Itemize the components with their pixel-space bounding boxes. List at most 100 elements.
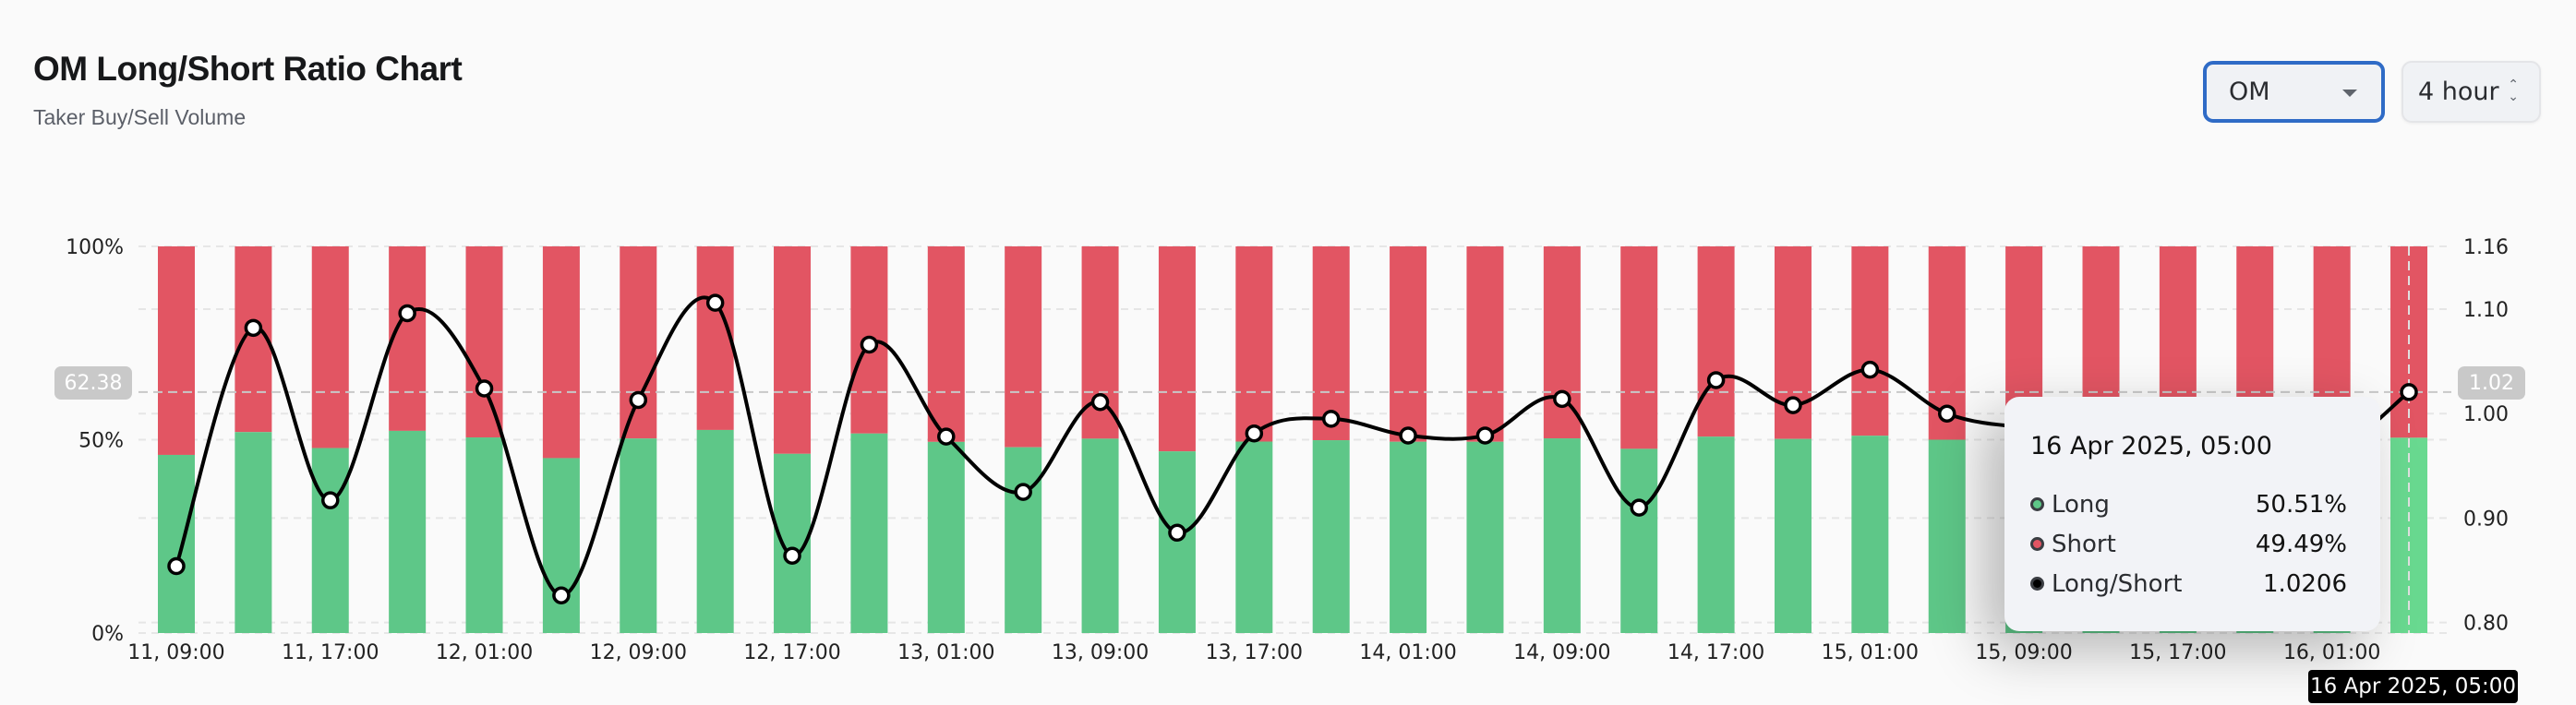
long-bar (1620, 448, 1658, 633)
chart-tooltip: 16 Apr 2025, 05:00 Long 50.51% Short 49.… (2004, 397, 2380, 631)
x-axis-tick-label: 13, 09:00 (1052, 641, 1149, 664)
x-axis-tick-label: 14, 09:00 (1513, 641, 1610, 664)
ratio-point (1475, 426, 1495, 445)
updown-chevron-icon: ⌃ ⌄ (2508, 78, 2519, 104)
ratio-point (552, 586, 571, 604)
ratio-point (783, 546, 801, 565)
ratio-point (1090, 392, 1110, 412)
short-bar (1466, 246, 1504, 442)
short-bar (542, 246, 580, 459)
crosshair-right-label: 1.02 (2458, 366, 2525, 400)
ratio-dot-icon (2030, 577, 2044, 591)
short-bar (1005, 246, 1042, 448)
ratio-point (629, 390, 648, 410)
symbol-select[interactable]: OM (2203, 61, 2385, 123)
ratio-point (244, 318, 263, 338)
ratio-point (1706, 371, 1726, 389)
tooltip-date: 16 Apr 2025, 05:00 (2030, 432, 2272, 460)
ratio-point (1014, 483, 1032, 501)
ratio-point (860, 335, 879, 354)
long-bar (465, 437, 503, 633)
x-axis-tick-label: 14, 01:00 (1359, 641, 1456, 664)
tooltip-label: Short (2052, 530, 2116, 558)
short-bar (620, 246, 657, 439)
short-bar (1312, 246, 1350, 441)
ratio-point (321, 491, 340, 509)
tooltip-label: Long (2052, 490, 2110, 519)
left-axis-tick-label: 0% (91, 623, 124, 646)
x-axis-tick-label: 12, 17:00 (743, 641, 840, 664)
ratio-point (167, 556, 186, 576)
ratio-point (475, 379, 494, 398)
crosshair-x-label: 16 Apr 2025, 05:00 (2308, 670, 2518, 703)
long-bar (620, 438, 657, 633)
right-axis-tick-label: 0.80 (2463, 613, 2509, 636)
long-bar (1390, 441, 1427, 633)
page-subtitle: Taker Buy/Sell Volume (33, 105, 247, 129)
tooltip-value: 50.51% (2255, 490, 2347, 519)
right-axis-tick-label: 0.90 (2463, 508, 2509, 531)
ratio-point (1168, 523, 1186, 543)
x-axis-tick-label: 11, 17:00 (282, 641, 379, 664)
long-bar (927, 441, 965, 633)
long-bar (1466, 441, 1504, 633)
ratio-point (1553, 389, 1571, 409)
tooltip-row-short: Short 49.49% (2030, 524, 2347, 564)
long-dot-icon (2030, 497, 2044, 511)
short-bar (696, 246, 734, 430)
x-axis-tick-label: 13, 01:00 (897, 641, 994, 664)
right-axis-tick-label: 1.00 (2463, 403, 2509, 426)
ratio-point (705, 293, 725, 312)
ratio-point (1321, 410, 1341, 428)
short-dot-icon (2030, 537, 2044, 551)
interval-select-value: 4 hour (2418, 78, 2499, 106)
right-axis-tick-label: 1.16 (2463, 236, 2509, 259)
long-bar (235, 432, 272, 633)
long-bar (311, 448, 349, 633)
interval-select[interactable]: 4 hour ⌃ ⌄ (2401, 61, 2541, 123)
ratio-point (1399, 426, 1417, 445)
crosshair-left-label: 62.38 (54, 366, 132, 400)
short-bar (158, 246, 195, 455)
caret-down-icon (2342, 90, 2357, 97)
long-bar (1774, 438, 1812, 633)
ratio-point (2400, 383, 2418, 401)
page-title: OM Long/Short Ratio Chart (33, 50, 463, 88)
ratio-point (937, 427, 956, 446)
short-bar (465, 246, 503, 438)
tooltip-value: 1.0206 (2263, 569, 2347, 598)
x-axis-tick-label: 15, 09:00 (1975, 641, 2072, 664)
ratio-point (1937, 404, 1956, 423)
x-axis-tick-label: 15, 17:00 (2129, 641, 2226, 664)
short-bar (311, 246, 349, 448)
long-bar (1005, 447, 1042, 633)
ratio-point (1860, 360, 1880, 379)
long-bar (1543, 438, 1581, 633)
short-bar (1620, 246, 1658, 449)
short-bar (774, 246, 812, 454)
long-bar (850, 433, 888, 633)
long-bar (1081, 438, 1119, 633)
symbol-select-value: OM (2229, 78, 2270, 106)
ratio-point (398, 304, 416, 323)
x-axis-tick-label: 11, 09:00 (127, 641, 224, 664)
tooltip-row-long: Long 50.51% (2030, 484, 2347, 524)
x-axis-tick-label: 15, 01:00 (1822, 641, 1919, 664)
x-axis-tick-label: 12, 01:00 (436, 641, 533, 664)
tooltip-label: Long/Short (2052, 569, 2183, 598)
short-bar (1851, 246, 1889, 436)
ratio-point (1630, 498, 1648, 517)
x-axis-tick-label: 13, 17:00 (1206, 641, 1303, 664)
short-bar (927, 246, 965, 442)
long-bar (1697, 436, 1735, 633)
short-bar (1235, 246, 1273, 442)
ratio-point (1784, 396, 1802, 414)
short-bar (1390, 246, 1427, 442)
long-bar (1158, 451, 1196, 633)
short-bar (1697, 246, 1735, 437)
long-bar (1928, 439, 1966, 633)
x-axis-tick-label: 14, 17:00 (1667, 641, 1764, 664)
short-bar (389, 246, 427, 431)
tooltip-row-ratio: Long/Short 1.0206 (2030, 564, 2347, 603)
x-axis-tick-label: 12, 09:00 (590, 641, 687, 664)
